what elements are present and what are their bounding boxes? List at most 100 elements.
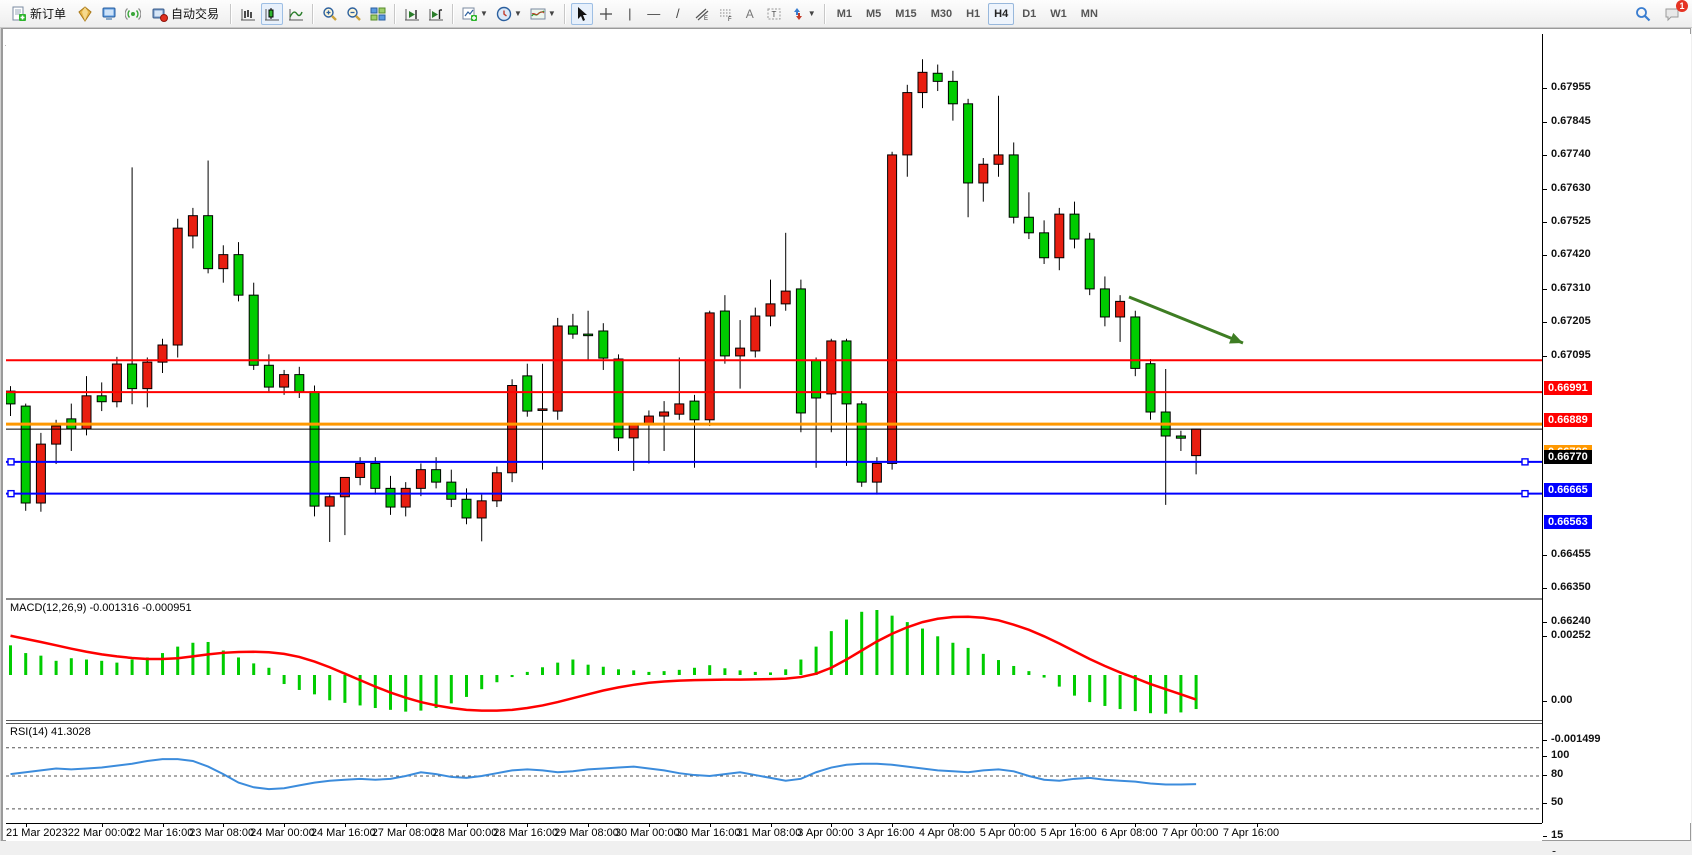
- signals-button[interactable]: [122, 3, 144, 25]
- candle-body: [263, 364, 274, 388]
- marketplace-button[interactable]: [74, 3, 96, 25]
- timeframe-button-M1[interactable]: M1: [836, 7, 852, 20]
- rsi-line: [10, 758, 1197, 791]
- candle-body: [628, 423, 639, 439]
- candle-body: [111, 363, 122, 403]
- candle-body: [598, 330, 609, 359]
- main-toolbar: 新订单 自动交易: [0, 0, 1692, 28]
- virtual-hosting-button[interactable]: [98, 3, 120, 25]
- candle-body: [583, 333, 594, 337]
- tile-windows-button[interactable]: [367, 3, 389, 25]
- candle-body: [826, 340, 837, 395]
- candle-body: [294, 374, 305, 393]
- timeframe-button-MN[interactable]: MN: [1080, 7, 1098, 20]
- period-button[interactable]: ▼: [493, 3, 525, 25]
- candle-body: [233, 254, 244, 296]
- candlestick-chart[interactable]: [6, 34, 1542, 594]
- new-chart-icon: [462, 7, 478, 21]
- horizontal-line-icon: —: [647, 6, 661, 21]
- zoom-out-icon: [347, 6, 361, 21]
- candle-body: [674, 403, 685, 415]
- zoom-out-button[interactable]: [343, 3, 365, 25]
- price-axis-label: 0.67630: [1551, 182, 1591, 195]
- time-axis-label: 24 Mar 00:00: [250, 827, 315, 839]
- vertical-line-tool-button[interactable]: |: [619, 3, 641, 25]
- trendline-tool-button[interactable]: /: [667, 3, 689, 25]
- macd-chart[interactable]: [6, 600, 1542, 720]
- new-order-button[interactable]: 新订单: [5, 3, 72, 25]
- candle-body: [978, 163, 989, 184]
- svg-text:F: F: [728, 17, 732, 22]
- hosting-monitor-icon: [102, 7, 116, 20]
- rsi-pane[interactable]: RSI(14) 41.3028: [6, 723, 1542, 824]
- candle-body: [522, 375, 533, 412]
- toolbar-separator: [394, 3, 397, 24]
- line-chart-mode-button[interactable]: [285, 3, 307, 25]
- timeframe-button-M5[interactable]: M5: [866, 7, 882, 20]
- candle-body: [1039, 232, 1050, 259]
- text-label-tool-button[interactable]: T: [763, 3, 785, 25]
- timeframe-button-M15[interactable]: M15: [895, 7, 917, 20]
- macd-pane[interactable]: MACD(12,26,9) -0.001316 -0.000951: [6, 598, 1542, 721]
- candle-body: [157, 344, 168, 363]
- search-button[interactable]: [1632, 3, 1654, 25]
- candle-body: [203, 215, 214, 270]
- time-axis-label: 21 Mar 2023: [6, 827, 68, 839]
- price-axis-label: 0.67740: [1551, 147, 1591, 160]
- cursor-tool-button[interactable]: [570, 2, 593, 25]
- time-axis-label: 6 Apr 08:00: [1101, 827, 1158, 839]
- candlestick-mode-button[interactable]: [261, 2, 284, 25]
- notifications-button[interactable]: 1: [1661, 0, 1688, 25]
- candle-body: [887, 154, 898, 464]
- fibonacci-tool-button[interactable]: F: [715, 3, 737, 25]
- svg-text:T: T: [771, 10, 776, 19]
- timeframe-button-M30[interactable]: M30: [930, 7, 953, 20]
- time-axis-label: 7 Apr 16:00: [1222, 827, 1280, 839]
- timeframe-button-D1[interactable]: D1: [1022, 7, 1037, 20]
- time-axis-label: 22 Mar 16:00: [128, 827, 194, 839]
- timeframe-button-H1[interactable]: H1: [966, 7, 981, 20]
- rsi-axis-label: 100: [1551, 749, 1570, 761]
- time-axis-label: 28 Mar 16:00: [493, 827, 559, 839]
- status-strip: [0, 841, 1692, 851]
- auto-scroll-button[interactable]: [401, 3, 423, 25]
- price-pane[interactable]: [6, 34, 1542, 594]
- template-icon: [530, 8, 546, 19]
- new-chart-button[interactable]: ▼: [459, 3, 491, 25]
- candle-body: [1145, 363, 1156, 413]
- notification-badge: 1: [1676, 0, 1688, 12]
- channel-tool-button[interactable]: E: [691, 3, 713, 25]
- horizontal-line-tool-button[interactable]: —: [643, 3, 665, 25]
- auto-trading-label: 自动交易: [171, 7, 220, 21]
- candle-body: [35, 443, 46, 504]
- auto-trading-button[interactable]: 自动交易: [146, 3, 225, 25]
- chart-shift-button[interactable]: [425, 3, 447, 25]
- text-tool-button[interactable]: A: [739, 3, 761, 25]
- auto-scroll-icon: [405, 8, 420, 20]
- price-axis-label: 0.67525: [1551, 214, 1591, 227]
- time-axis: 21 Mar 2023 22 Mar 00:00 22 Mar 16:00 23 Ma…: [6, 823, 1542, 841]
- clock-icon: [496, 6, 512, 21]
- candle-body: [1175, 435, 1186, 439]
- candle-body: [476, 500, 487, 519]
- candle-body: [96, 395, 107, 403]
- rsi-chart[interactable]: [6, 724, 1542, 824]
- crosshair-tool-button[interactable]: [595, 3, 617, 25]
- candle-body: [947, 80, 958, 105]
- timeframe-button-H4[interactable]: H4: [988, 2, 1015, 25]
- price-axis-label: 0.67845: [1551, 115, 1591, 128]
- time-axis-label: 5 Apr 00:00: [979, 827, 1036, 839]
- zoom-in-icon: [323, 6, 337, 21]
- zoom-in-button[interactable]: [319, 3, 341, 25]
- time-axis-label: 3 Apr 00:00: [797, 827, 854, 839]
- candle-body: [1191, 428, 1202, 457]
- arrows-tool-button[interactable]: ▼: [787, 3, 819, 25]
- candle-body: [659, 411, 670, 417]
- candle-body: [567, 325, 578, 335]
- template-button[interactable]: ▼: [527, 3, 559, 25]
- bar-chart-mode-button[interactable]: [237, 3, 259, 25]
- text-icon: A: [745, 6, 754, 21]
- timeframe-button-W1[interactable]: W1: [1050, 7, 1067, 20]
- macd-signal-line: [10, 615, 1197, 712]
